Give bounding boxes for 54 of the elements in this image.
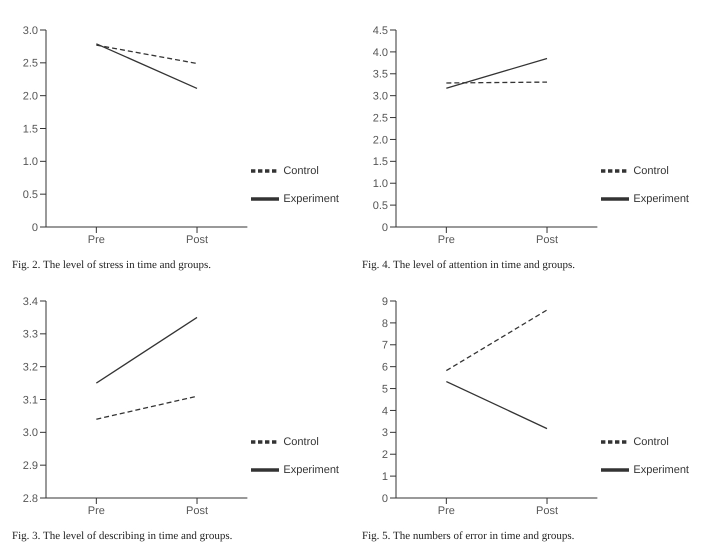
x-tick-label: Post: [186, 504, 208, 517]
y-tick-label: 1.5: [22, 123, 38, 136]
y-tick-label: 0: [32, 222, 38, 234]
x-tick-label: Post: [536, 504, 558, 517]
y-tick-label: 8: [382, 318, 388, 330]
y-tick-label: 2.0: [372, 134, 388, 146]
legend-label: Experiment: [633, 464, 689, 476]
y-tick-label: 7: [382, 340, 388, 352]
y-tick-label: 3: [382, 427, 388, 440]
y-tick-label: 2.0: [22, 90, 38, 103]
legend-label: Experiment: [283, 464, 339, 476]
y-tick-label: 0: [382, 222, 388, 234]
y-tick-label: 3.0: [22, 427, 38, 440]
y-tick-label: 3.0: [22, 24, 38, 37]
x-tick-label: Pre: [438, 234, 455, 246]
legend-label: Control: [633, 436, 669, 448]
legend-label: Control: [283, 436, 319, 448]
y-tick-label: 3.1: [22, 394, 38, 406]
y-tick-label: 3.5: [372, 68, 388, 81]
y-tick-label: 1.0: [22, 156, 38, 168]
text: Fig. 2. The level of stress in time and groups.: [12, 259, 212, 271]
y-tick-label: 6: [382, 362, 388, 374]
legend-label: Experiment: [283, 192, 339, 205]
y-tick-label: 0: [382, 492, 388, 505]
y-tick-label: 2: [382, 449, 388, 462]
y-tick-label: 3.0: [372, 90, 388, 103]
y-tick-label: 4: [382, 405, 388, 418]
y-tick-label: 2.5: [372, 112, 388, 124]
y-tick-label: 1: [382, 471, 388, 484]
legend-label: Experiment: [633, 192, 689, 205]
y-tick-label: 9: [382, 296, 388, 308]
legend-label: Control: [633, 164, 669, 177]
y-tick-label: 3.3: [22, 328, 38, 341]
y-tick-label: 3.2: [22, 362, 38, 374]
x-tick-label: Pre: [438, 504, 455, 517]
x-tick-label: Post: [536, 234, 558, 246]
text: Fig. 4. The level of attention in time and groups.: [362, 259, 576, 271]
text: Fig. 3. The level of describing in time and groups.: [12, 530, 234, 542]
y-tick-label: 4.0: [372, 46, 388, 59]
y-tick-label: 0.5: [22, 189, 38, 202]
text: Fig. 5. The numbers of error in time and groups.: [362, 530, 576, 542]
y-tick-label: 1.0: [372, 178, 388, 190]
y-tick-label: 2.9: [22, 460, 38, 472]
y-tick-label: 1.5: [372, 156, 388, 168]
y-tick-label: 2.8: [22, 492, 38, 505]
x-tick-label: Post: [186, 234, 208, 246]
x-tick-label: Pre: [88, 504, 105, 517]
y-tick-label: 0.5: [372, 200, 388, 212]
legend-label: Control: [283, 164, 319, 177]
y-tick-label: 5: [382, 383, 388, 396]
y-tick-label: 3.4: [22, 296, 38, 308]
x-tick-label: Pre: [88, 234, 105, 246]
y-tick-label: 4.5: [372, 24, 388, 37]
y-tick-label: 2.5: [22, 58, 38, 70]
